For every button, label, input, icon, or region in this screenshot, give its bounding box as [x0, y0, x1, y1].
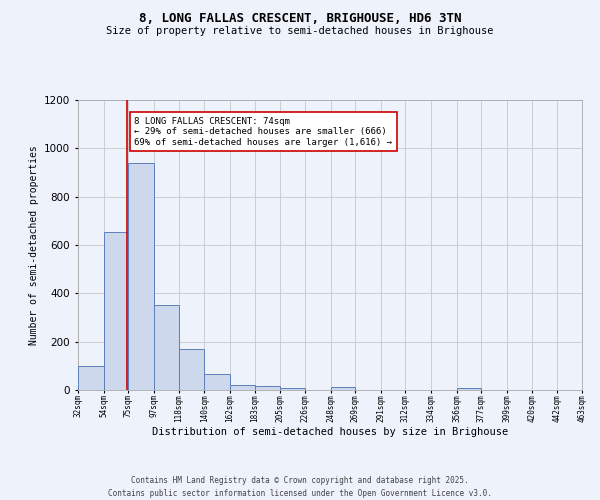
Bar	[128, 163, 154, 390]
Text: Size of property relative to semi-detached houses in Brighouse: Size of property relative to semi-detach…	[106, 26, 494, 36]
Text: 8, LONG FALLAS CRESCENT, BRIGHOUSE, HD6 3TN: 8, LONG FALLAS CRESCENT, BRIGHOUSE, HD6 …	[139, 12, 461, 26]
Bar	[457, 388, 481, 390]
Bar	[154, 306, 179, 390]
Bar	[331, 387, 355, 390]
Y-axis label: Number of semi-detached properties: Number of semi-detached properties	[29, 145, 38, 345]
Bar	[179, 349, 204, 390]
Bar	[78, 366, 104, 390]
Bar	[230, 384, 254, 390]
Text: 8 LONG FALLAS CRESCENT: 74sqm
← 29% of semi-detached houses are smaller (666)
69: 8 LONG FALLAS CRESCENT: 74sqm ← 29% of s…	[134, 117, 392, 146]
Bar	[104, 232, 128, 390]
Text: Contains HM Land Registry data © Crown copyright and database right 2025.
Contai: Contains HM Land Registry data © Crown c…	[108, 476, 492, 498]
Bar	[254, 386, 280, 390]
Bar	[280, 388, 305, 390]
X-axis label: Distribution of semi-detached houses by size in Brighouse: Distribution of semi-detached houses by …	[152, 428, 508, 438]
Bar	[204, 374, 230, 390]
